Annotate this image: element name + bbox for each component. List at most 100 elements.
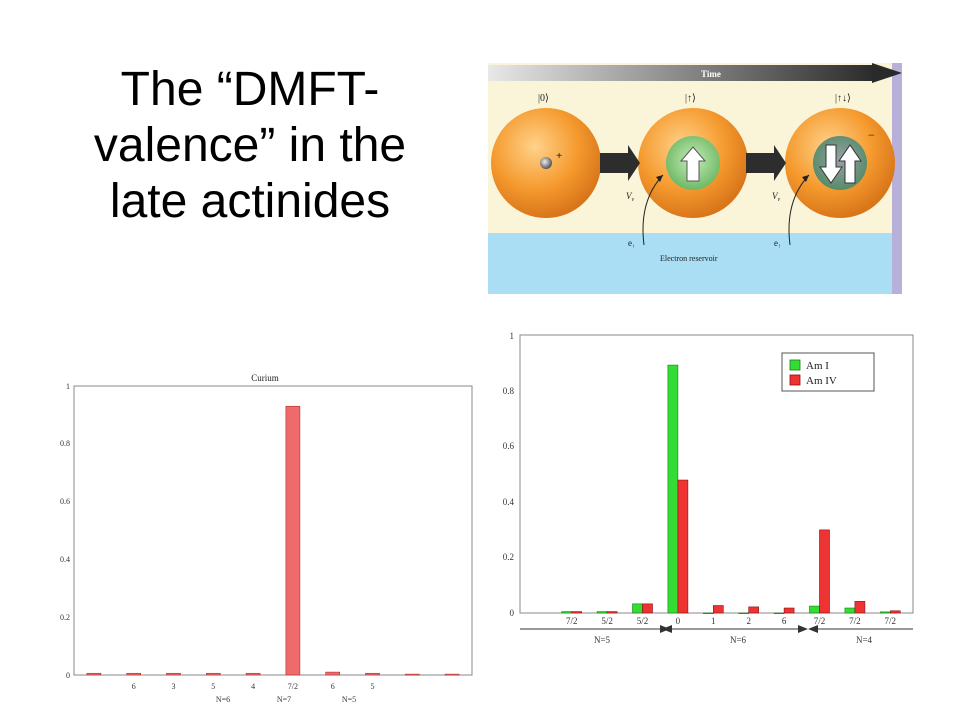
curium-chart-title: Curium xyxy=(251,373,279,383)
minus-sign: − xyxy=(868,128,875,142)
curium-bar xyxy=(404,673,420,676)
reservoir-label: Electron reservoir xyxy=(660,254,718,263)
group-arrowhead-n4 xyxy=(808,625,818,633)
curium-group-label-0: N=6 xyxy=(216,695,230,704)
curium-x-tick-label: 6 xyxy=(132,682,136,691)
am-y-tick-5: 1 xyxy=(510,331,515,341)
curium-bar xyxy=(126,672,141,676)
am-iv-bar xyxy=(819,529,830,614)
curium-x-tick-label: 5 xyxy=(371,682,375,691)
am-i-bar xyxy=(561,611,572,614)
am-iv-bar xyxy=(854,601,866,614)
title-line-1: The “DMFT- xyxy=(120,63,380,116)
curium-y-tick-4: 0.8 xyxy=(60,439,70,448)
curium-x-tick-label: 4 xyxy=(251,682,255,691)
am-group-label-2: N=4 xyxy=(856,635,873,645)
am-i-bar xyxy=(809,605,820,614)
orbital-double xyxy=(813,136,867,190)
am-x-tick-label: 6 xyxy=(782,616,787,626)
hopping-arrowhead-1 xyxy=(656,175,663,182)
am-x-tick-label: 5/2 xyxy=(637,616,649,626)
group-arrowhead-n6-right xyxy=(798,625,808,633)
state-label-1: |↑⟩ xyxy=(685,93,696,104)
curium-bar xyxy=(285,405,301,676)
am-i-bar xyxy=(703,612,714,614)
curium-bar xyxy=(444,673,460,676)
am-iv-bar xyxy=(677,479,689,614)
am-x-tick-label: 7/2 xyxy=(814,616,826,626)
curium-x-tick-label: 7/2 xyxy=(288,682,298,691)
hopping-arrowhead-2 xyxy=(802,175,809,182)
state-label-0: |0⟩ xyxy=(538,93,549,104)
spin-up-arrow-icon-2 xyxy=(838,144,862,184)
am-x-tick-label: 1 xyxy=(711,616,716,626)
transition-arrow-2 xyxy=(746,145,786,181)
am-group-label-1: N=6 xyxy=(730,635,747,645)
title-line-3: late actinides xyxy=(109,175,391,228)
curium-bar xyxy=(166,672,181,676)
am-iv-bar xyxy=(642,603,653,614)
am-y-tick-4: 0.8 xyxy=(503,386,515,396)
slide-title: The “DMFT- valence” in the late actinide… xyxy=(30,62,470,230)
curium-y-tick-1: 0.2 xyxy=(60,613,70,622)
am-iv-bar xyxy=(606,611,618,614)
hop-label-2: Vv xyxy=(772,191,781,203)
time-bar xyxy=(488,65,876,81)
valence-diagram: Time |0⟩ |↑⟩ |↑↓⟩ + − Vv Vv e↑ e↑ Electr… xyxy=(488,63,902,294)
curium-chart: Curium 0 0.2 0.4 0.6 0.8 1 6 3 5 4 7/2 6 5 N=6… xyxy=(60,373,473,704)
am-x-tick-label: 7/2 xyxy=(849,616,861,626)
electron-label-1: e↑ xyxy=(628,238,635,250)
transition-arrow-1 xyxy=(600,145,640,181)
title-line-2: valence” in the xyxy=(93,119,407,172)
right-border xyxy=(892,63,902,294)
am-y-ticks: 0 0.2 0.4 0.6 0.8 1 xyxy=(503,331,515,618)
curium-bars xyxy=(86,405,460,676)
am-group-label-0: N=5 xyxy=(594,635,611,645)
curium-y-ticks: 0 0.2 0.4 0.6 0.8 1 xyxy=(60,382,70,680)
reservoir-band xyxy=(488,233,892,294)
curium-x-labels: 6 3 5 4 7/2 6 5 xyxy=(132,682,375,691)
am-y-tick-0: 0 xyxy=(510,608,515,618)
am-i-bar xyxy=(879,611,891,614)
plus-sign: + xyxy=(556,150,562,162)
spin-down-arrow-icon xyxy=(819,144,843,184)
am-iv-bar xyxy=(889,610,901,614)
curium-bar xyxy=(86,672,102,676)
curium-group-label-1: N=7 xyxy=(277,695,291,704)
state-label-2: |↑↓⟩ xyxy=(835,93,851,104)
atom-core xyxy=(540,157,552,169)
am-bars xyxy=(561,364,901,614)
electron-label-2: e↑ xyxy=(774,238,781,250)
am-i-bar xyxy=(632,603,643,614)
hop-label-1: Vv xyxy=(626,191,635,203)
am-y-tick-2: 0.4 xyxy=(503,497,515,507)
curium-y-tick-0: 0 xyxy=(66,671,70,680)
am-i-bar xyxy=(773,612,785,614)
am-iv-bar xyxy=(783,607,795,614)
am-x-tick-label: 0 xyxy=(676,616,681,626)
curium-x-tick-label: 5 xyxy=(211,682,215,691)
curium-y-tick-2: 0.4 xyxy=(60,555,70,564)
am-iv-bar xyxy=(713,605,724,614)
am-x-tick-label: 2 xyxy=(746,616,751,626)
curium-y-tick-3: 0.6 xyxy=(60,497,70,506)
am-x-tick-label: 7/2 xyxy=(885,616,897,626)
am-group-arrows xyxy=(520,625,913,633)
curium-bar xyxy=(325,671,341,676)
curium-bar xyxy=(245,672,261,676)
group-arrowhead-n6-left xyxy=(662,625,672,633)
am-x-tick-label: 7/2 xyxy=(566,616,578,626)
am-x-tick-label: 5/2 xyxy=(601,616,613,626)
curium-bar xyxy=(206,672,221,676)
curium-group-label-2: N=5 xyxy=(342,695,356,704)
am-i-bar xyxy=(844,607,856,614)
curium-y-tick-5: 1 xyxy=(66,382,70,391)
time-label: Time xyxy=(701,69,721,79)
am-i-bar xyxy=(596,611,608,614)
curium-bar xyxy=(365,672,380,676)
am-legend: Am I Am IV xyxy=(781,352,875,392)
am-i-bar xyxy=(738,612,749,614)
am-legend-swatch-am-iv xyxy=(789,374,801,386)
am-x-labels: 7/2 5/2 5/2 0 1 2 6 7/2 7/2 7/2 xyxy=(566,616,896,626)
curium-x-tick-label: 6 xyxy=(331,682,335,691)
